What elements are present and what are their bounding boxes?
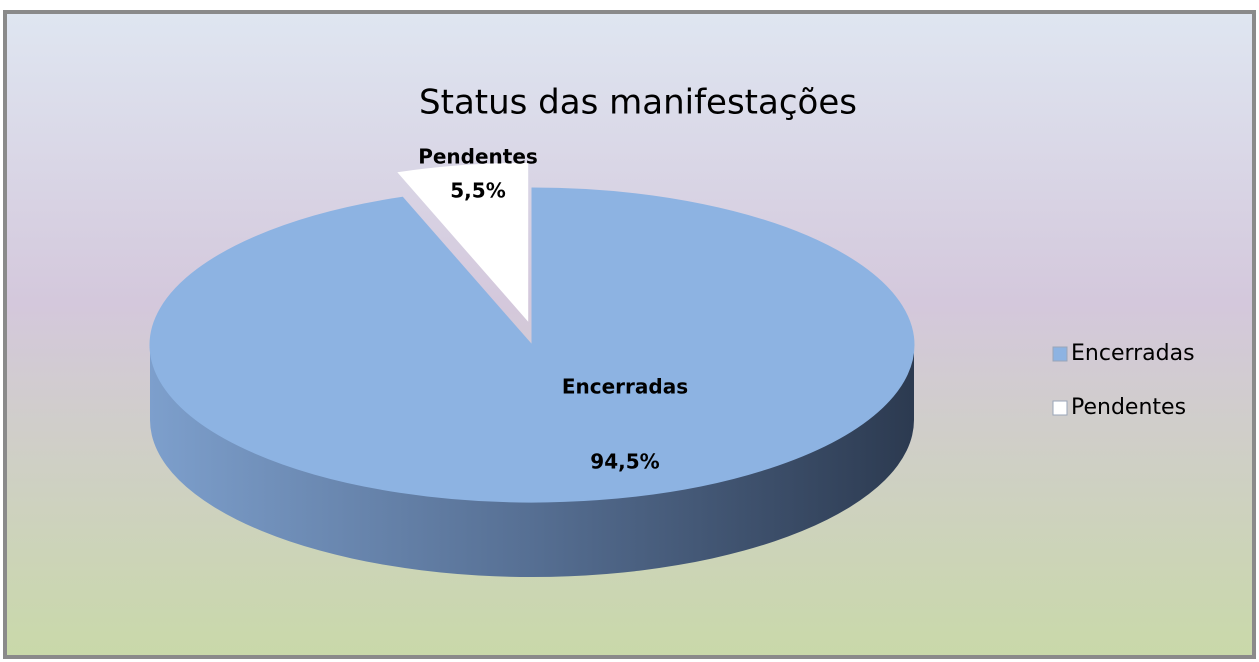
pie <box>149 162 915 503</box>
legend-label: Encerradas <box>1071 341 1195 366</box>
slice-value-label: 5,5% <box>450 179 505 203</box>
legend: Encerradas Pendentes <box>1052 341 1195 420</box>
slice-label: Encerradas <box>562 375 688 399</box>
chart-title: Status das manifestações <box>419 83 857 123</box>
pie-slice <box>397 162 529 322</box>
legend-label: Pendentes <box>1071 395 1186 420</box>
legend-swatch <box>1052 400 1068 416</box>
slice-label: Pendentes <box>418 145 538 169</box>
slice-value-label: 94,5% <box>590 450 659 474</box>
pie-side <box>150 345 914 577</box>
legend-swatch <box>1052 346 1068 362</box>
pie-slice <box>149 187 915 503</box>
